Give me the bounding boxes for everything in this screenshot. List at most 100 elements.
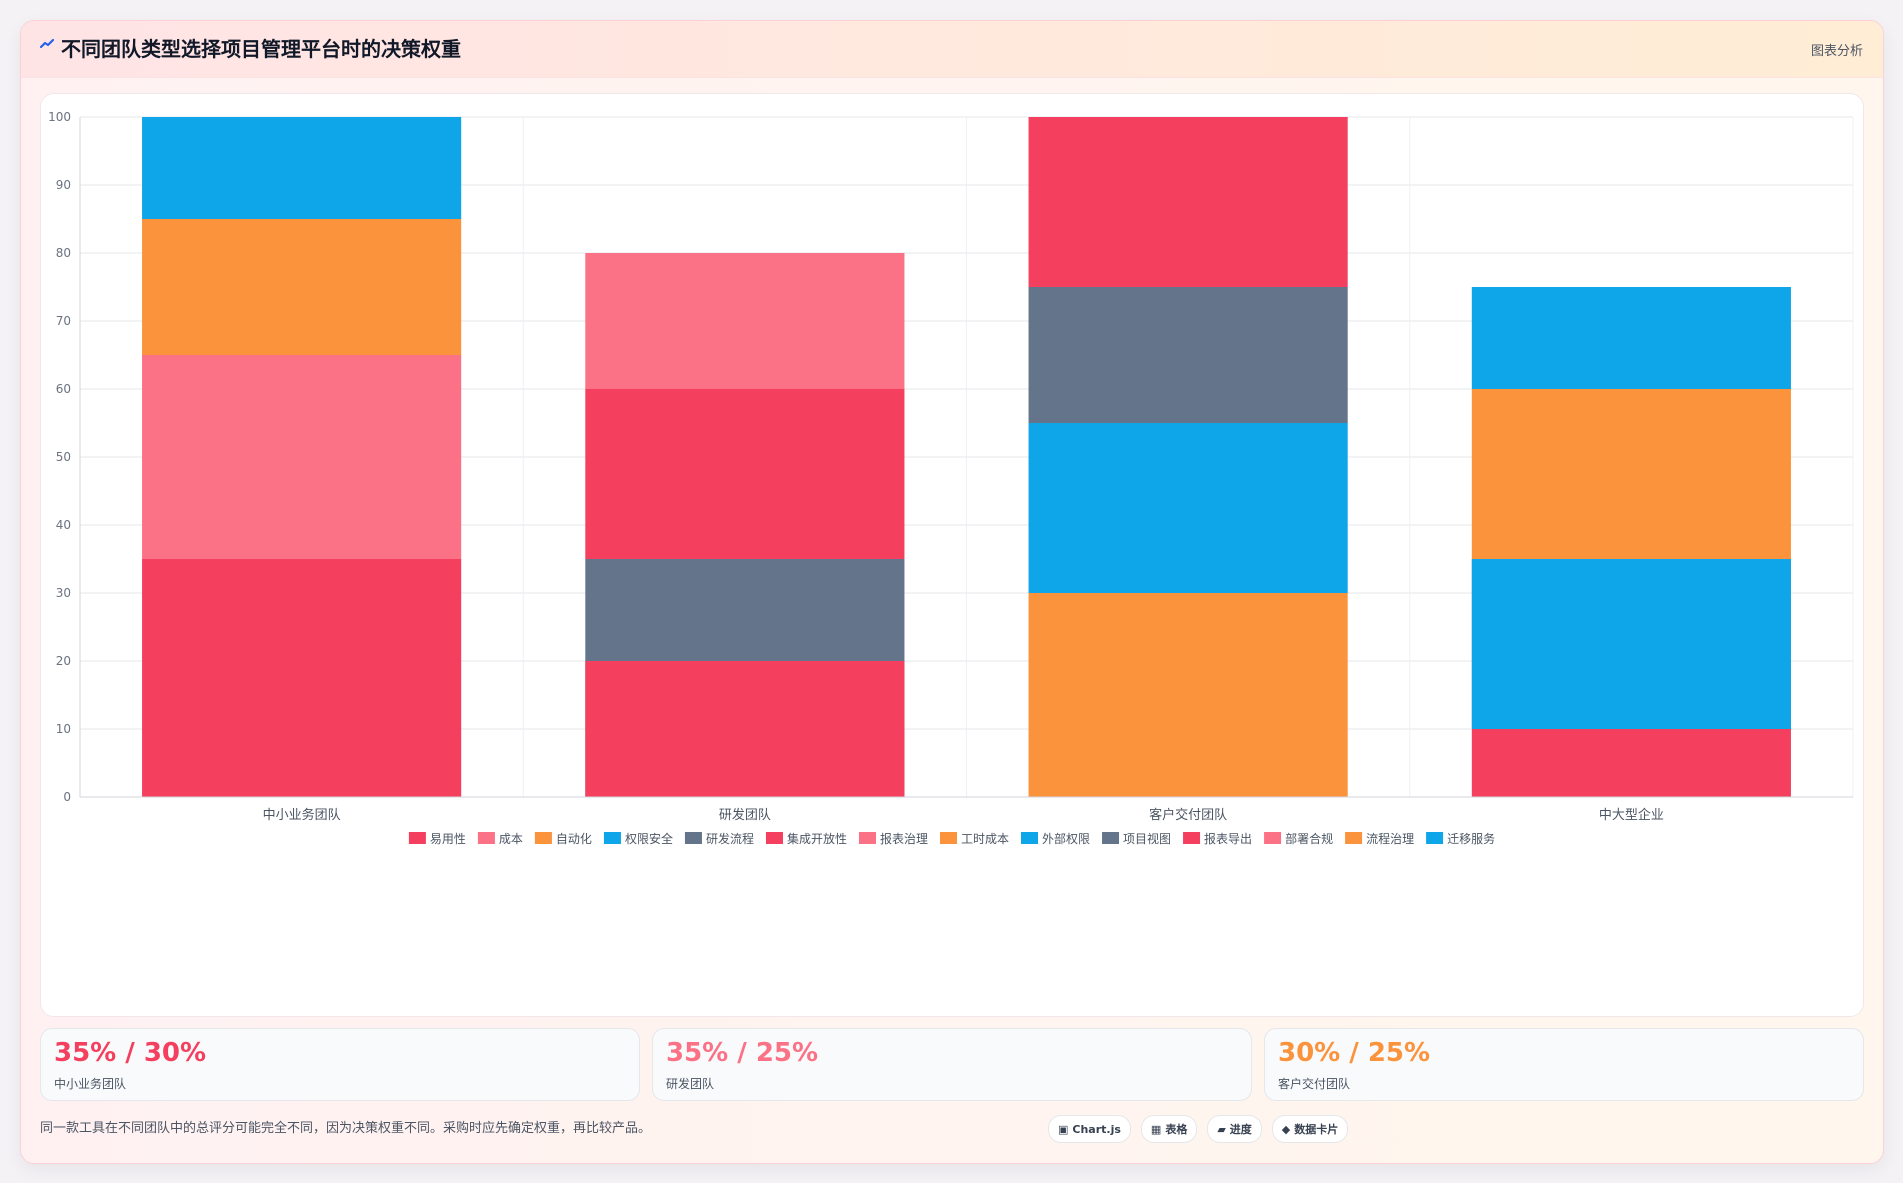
legend-item[interactable]: 报表治理 <box>858 831 928 846</box>
legend-swatch <box>858 832 876 844</box>
bar-segment[interactable] <box>585 253 905 389</box>
legend-label: 报表导出 <box>1204 831 1252 846</box>
chip-label: Chart.js <box>1072 1122 1121 1136</box>
stat-label: 中小业务团队 <box>54 1077 127 1091</box>
stat-card-rd-team: 35% / 25% 研发团队 <box>652 1028 1252 1101</box>
y-tick-label: 0 <box>63 790 71 804</box>
legend-swatch <box>684 832 702 844</box>
bar-segment[interactable] <box>1471 287 1791 389</box>
bar-segment[interactable] <box>1471 559 1791 729</box>
stat-value: 35% / 30% <box>54 1038 207 1068</box>
stacked-bar-chart: 0 10 20 30 40 50 60 70 80 90 100 中小业务团队 研发团队 客户交付团队 中大… <box>48 110 1854 846</box>
y-tick-label: 10 <box>56 722 71 736</box>
stat-label: 客户交付团队 <box>1278 1077 1351 1091</box>
legend-swatch <box>477 832 495 844</box>
x-tick-label: 研发团队 <box>719 807 771 823</box>
legend-label: 部署合规 <box>1285 831 1333 846</box>
legend-item[interactable]: 报表导出 <box>1183 831 1252 846</box>
bar-segment[interactable] <box>142 355 462 559</box>
legend-item[interactable]: 外部权限 <box>1021 831 1090 846</box>
y-tick-label: 80 <box>56 246 71 260</box>
legend-swatch <box>765 832 783 844</box>
legend-label: 易用性 <box>430 832 466 846</box>
legend-swatch <box>1102 832 1120 844</box>
chip-progress[interactable]: ▰ 进度 <box>1207 1115 1262 1143</box>
legend-item[interactable]: 集成开放性 <box>765 831 847 846</box>
card-header: 不同团队类型选择项目管理平台时的决策权重 图表分析 <box>21 21 1883 78</box>
chip-label: 表格 <box>1165 1123 1188 1136</box>
legend-label: 外部权限 <box>1042 831 1090 846</box>
legend-label: 工时成本 <box>961 832 1009 846</box>
x-tick-label: 中小业务团队 <box>263 807 341 823</box>
legend-item[interactable]: 权限安全 <box>603 831 673 846</box>
legend-item[interactable]: 研发流程 <box>684 831 754 846</box>
legend-item[interactable]: 成本 <box>477 832 523 846</box>
legend-swatch <box>940 832 957 844</box>
legend-label: 自动化 <box>556 832 592 846</box>
y-tick-label: 100 <box>48 110 71 124</box>
diamond-icon: ◆ <box>1281 1122 1291 1136</box>
bar-segment[interactable] <box>1028 117 1348 287</box>
legend-label: 报表治理 <box>880 831 928 846</box>
legend-swatch <box>1264 832 1282 844</box>
legend-swatch <box>603 832 621 844</box>
x-tick-label: 客户交付团队 <box>1149 807 1227 823</box>
y-tick-label: 40 <box>56 518 71 532</box>
bar-segment[interactable] <box>1028 593 1348 797</box>
bar-segment[interactable] <box>1471 729 1791 797</box>
y-tick-label: 30 <box>56 586 71 600</box>
bar-segment[interactable] <box>1028 287 1348 423</box>
legend-item[interactable]: 流程治理 <box>1345 831 1414 846</box>
legend-swatch <box>1021 832 1039 844</box>
trend-icon <box>39 38 55 49</box>
stat-card-delivery-team: 30% / 25% 客户交付团队 <box>1264 1028 1864 1101</box>
legend-label: 项目视图 <box>1123 831 1171 846</box>
chart-card: 不同团队类型选择项目管理平台时的决策权重 图表分析 0 10 20 30 40 50 60 7… <box>20 20 1884 1164</box>
legend-item[interactable]: 迁移服务 <box>1426 831 1495 846</box>
chip-data-card[interactable]: ◆ 数据卡片 <box>1271 1115 1349 1143</box>
legend-item[interactable]: 自动化 <box>534 832 592 846</box>
bar-segment[interactable] <box>142 219 462 355</box>
y-tick-label: 90 <box>56 178 71 192</box>
chip-table[interactable]: ▦ 表格 <box>1140 1115 1198 1143</box>
stat-value: 35% / 25% <box>666 1038 819 1068</box>
chart-icon: ▣ <box>1058 1122 1069 1136</box>
stat-value: 30% / 25% <box>1278 1038 1431 1068</box>
chip-chartjs[interactable]: ▣ Chart.js <box>1048 1115 1131 1143</box>
legend-item[interactable]: 工时成本 <box>940 832 1009 846</box>
legend-swatch <box>1426 832 1444 844</box>
y-tick-label: 60 <box>56 382 71 396</box>
legend-label: 迁移服务 <box>1447 831 1495 846</box>
legend-swatch <box>534 832 552 844</box>
legend-item[interactable]: 易用性 <box>408 832 466 846</box>
legend-swatch <box>1345 832 1363 844</box>
page-title: 不同团队类型选择项目管理平台时的决策权重 <box>61 37 461 61</box>
legend-label: 研发流程 <box>706 831 754 846</box>
tech-chips: ▣ Chart.js ▦ 表格 ▰ 进度 ◆ 数据卡片 <box>1048 1115 1349 1143</box>
table-icon: ▦ <box>1150 1122 1162 1136</box>
footnote: 同一款工具在不同团队中的总评分可能完全不同，因为决策权重不同。采购时应先确定权重… <box>40 1121 652 1136</box>
x-tick-label: 中大型企业 <box>1599 807 1664 823</box>
bar-segment[interactable] <box>142 117 462 219</box>
axis-layer: 0 10 20 30 40 50 60 70 80 90 100 中小业务团队 研发团队 客户交付团队 中大… <box>48 110 1853 823</box>
bar-segment[interactable] <box>585 661 905 797</box>
stat-label: 研发团队 <box>666 1077 715 1091</box>
chip-label: 进度 <box>1229 1123 1252 1136</box>
chart-panel: 0 10 20 30 40 50 60 70 80 90 100 中小业务团队 研发团队 客户交付团队 中大… <box>40 93 1864 1017</box>
y-tick-label: 20 <box>56 654 71 668</box>
stat-card-small-team: 35% / 30% 中小业务团队 <box>40 1028 640 1101</box>
bar-segment[interactable] <box>585 389 905 559</box>
legend-item[interactable]: 项目视图 <box>1102 831 1171 846</box>
legend-label: 流程治理 <box>1366 831 1414 846</box>
progress-icon: ▰ <box>1217 1122 1226 1136</box>
y-tick-label: 50 <box>56 450 71 464</box>
legend-swatch <box>408 832 426 844</box>
bar-segment[interactable] <box>142 559 462 797</box>
y-tick-label: 70 <box>56 314 71 328</box>
legend[interactable]: 易用性 成本 自动化 权限安全 研发流程 集成开放性 报表治理 工时成本 外部权限 项目视图 报表导… <box>408 831 1495 846</box>
legend-label: 集成开放性 <box>787 831 847 846</box>
bar-segment[interactable] <box>1028 423 1348 593</box>
bar-segment[interactable] <box>1471 389 1791 559</box>
legend-label: 成本 <box>499 832 523 846</box>
legend-item[interactable]: 部署合规 <box>1264 831 1333 846</box>
